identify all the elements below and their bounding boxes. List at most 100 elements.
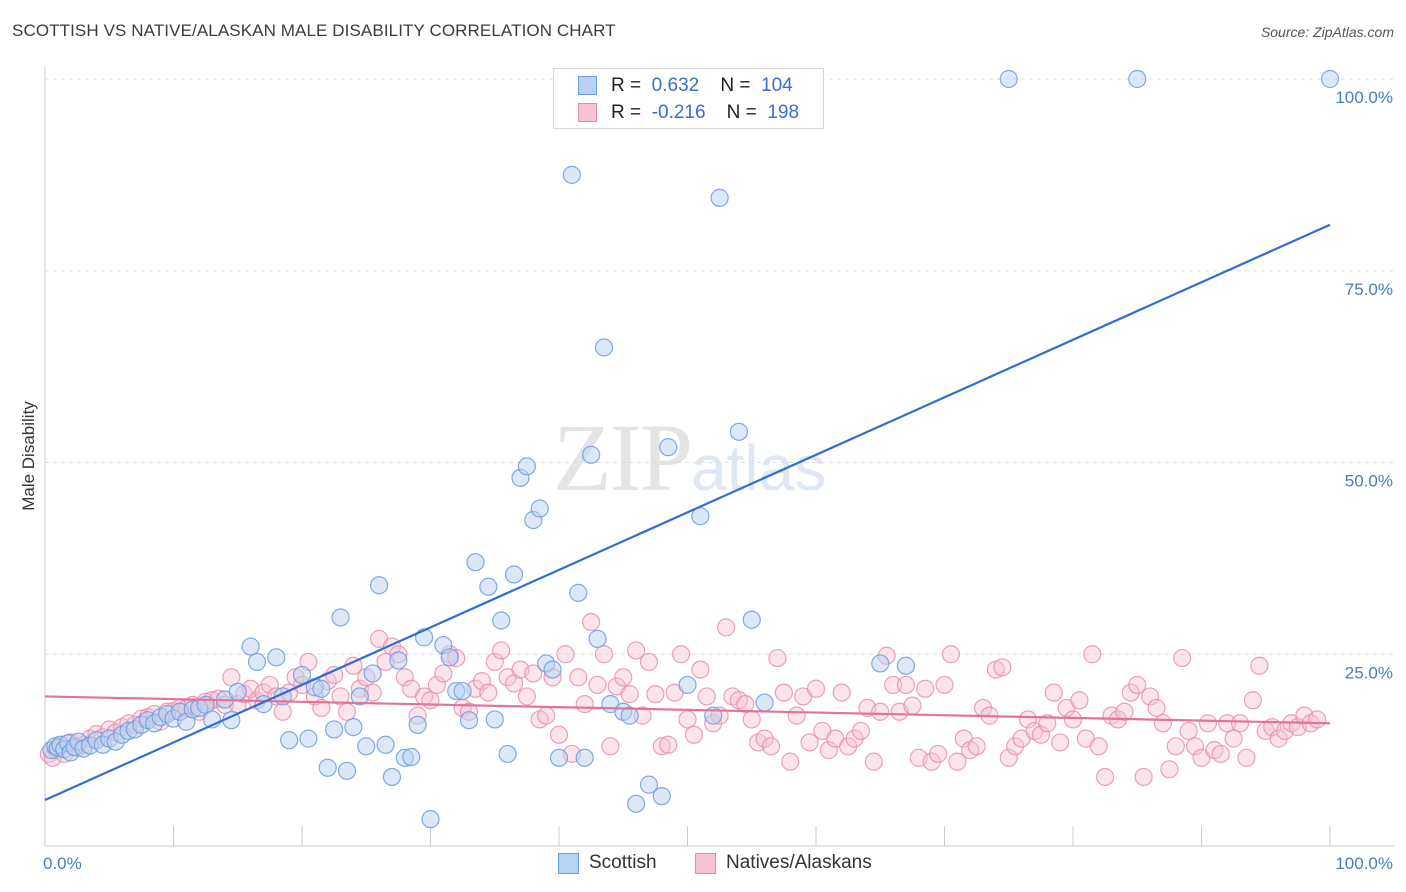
tick-labels: 25.0% 50.0% 75.0% 100.0% 0.0% 100.0% [43, 88, 1393, 873]
natives-point [742, 710, 761, 729]
natives-point [312, 698, 331, 718]
legend-r-label: R = [611, 102, 642, 123]
natives-point [1044, 683, 1063, 702]
legend-r-label: R = [611, 75, 642, 96]
legend-n-value: 198 [767, 102, 800, 123]
series-scottish [42, 69, 1340, 829]
scottish-point [382, 767, 402, 787]
legend-r-value: 0.632 [651, 75, 700, 96]
natives-point [626, 641, 646, 660]
scottish-point [678, 675, 697, 695]
natives-point [935, 675, 954, 695]
scottish-point [871, 654, 890, 673]
natives-point [1173, 648, 1192, 668]
scottish-point [292, 665, 312, 685]
scottish-point [755, 693, 774, 712]
natives-point [1063, 710, 1083, 729]
natives-point [691, 660, 710, 679]
natives-point [1198, 714, 1218, 733]
scottish-point [421, 810, 440, 829]
natives-point [639, 652, 659, 672]
natives-point [1051, 733, 1070, 752]
natives-point [1083, 645, 1102, 664]
natives-point [1089, 737, 1108, 756]
scottish-point [228, 682, 247, 701]
x-tick-label-min: 0.0% [43, 854, 82, 873]
scottish-point [376, 735, 395, 754]
natives-point [883, 675, 903, 695]
legend-r-value: -0.216 [651, 102, 706, 123]
natives-point [331, 687, 350, 706]
natives-point [928, 744, 948, 764]
natives-point [967, 737, 986, 756]
scottish-point [896, 656, 916, 675]
scottish-point [639, 775, 659, 794]
natives-point [671, 645, 691, 664]
natives-trend-line [44, 695, 1331, 725]
natives-point [1070, 691, 1089, 710]
scottish-point [363, 664, 382, 683]
scottish-point [530, 499, 549, 518]
natives-point [620, 685, 639, 704]
natives-point [260, 675, 279, 695]
natives-point [395, 668, 414, 687]
legend-n-label: N = [726, 102, 757, 123]
y-axis-title: Male Disability [19, 401, 38, 511]
scottish-point [389, 651, 408, 670]
scottish-point [318, 758, 337, 777]
natives-point [421, 691, 440, 710]
scottish-point [370, 576, 389, 595]
natives-point [800, 733, 819, 752]
scottish-point [742, 610, 761, 629]
gridlines [45, 78, 1394, 655]
scottish-trend-line [44, 223, 1331, 801]
natives-point [582, 612, 601, 632]
watermark-atlas: atlas [691, 432, 827, 504]
natives-point [1160, 760, 1179, 779]
natives-point [273, 702, 292, 721]
scottish-point [594, 338, 614, 357]
y-tick-label: 50.0% [1345, 472, 1393, 491]
natives-point [1031, 725, 1050, 744]
natives-point [594, 645, 614, 664]
scottish-point [479, 577, 498, 596]
scottish-point [280, 731, 299, 750]
scottish-point [549, 748, 569, 767]
natives-point [1147, 698, 1166, 718]
natives-point [517, 687, 536, 706]
natives-point [1224, 729, 1243, 748]
natives-point [781, 752, 800, 771]
axes [44, 67, 1394, 847]
natives-point [479, 683, 498, 702]
scottish-point [652, 787, 671, 806]
chart-title: SCOTTISH VS NATIVE/ALASKAN MALE DISABILI… [12, 21, 616, 40]
natives-point [903, 696, 922, 715]
natives-point [864, 752, 883, 771]
scottish-point [569, 583, 588, 602]
natives-point [337, 702, 357, 721]
natives-point [1038, 714, 1057, 733]
natives-point [659, 735, 678, 754]
scottish-point [241, 637, 260, 656]
x-tick-label-max: 100.0% [1335, 854, 1393, 873]
scottish-point [729, 422, 749, 441]
natives-point [569, 668, 588, 687]
natives-point [1308, 710, 1327, 729]
natives-swatch [578, 103, 597, 122]
natives-point [646, 685, 665, 704]
natives-point [1243, 691, 1263, 710]
scottish-point [408, 715, 427, 734]
natives-swatch [695, 853, 716, 874]
correlation-legend: R = 0.632 N = 104 R = -0.216 N = 198 [553, 68, 824, 129]
scottish-point [402, 747, 421, 767]
scottish-point [267, 648, 286, 667]
natives-point [896, 675, 916, 695]
scottish-point [504, 565, 524, 584]
scottish-point [517, 457, 536, 476]
scottish-point [620, 706, 639, 725]
natives-point [434, 664, 453, 683]
natives-point [588, 675, 607, 695]
natives-point [678, 710, 697, 729]
y-tick-label: 75.0% [1345, 280, 1393, 299]
